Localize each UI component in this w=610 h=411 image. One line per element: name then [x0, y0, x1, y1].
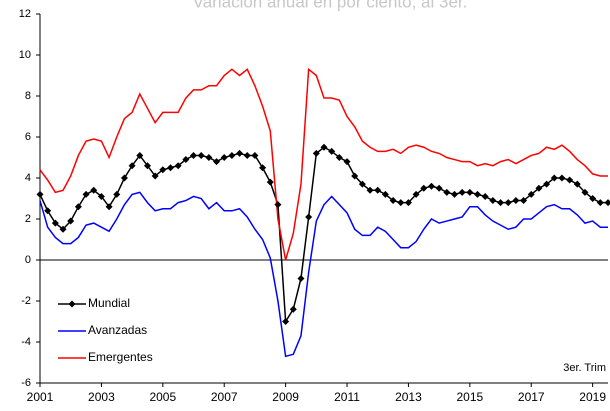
x-tick-label: 2017	[518, 390, 545, 404]
x-tick-label: 2019	[579, 390, 606, 404]
point-marker	[451, 191, 458, 198]
point-marker	[205, 154, 212, 161]
point-marker	[305, 213, 312, 220]
legend-label: Mundial	[88, 296, 130, 310]
point-marker	[466, 189, 473, 196]
x-tick-label: 2011	[334, 390, 360, 404]
point-marker	[436, 185, 443, 192]
y-tick-label: -6	[21, 377, 31, 389]
point-marker	[121, 175, 128, 182]
point-marker	[374, 187, 381, 194]
x-tick-label: 2007	[211, 390, 238, 404]
y-tick-label: 10	[19, 49, 31, 61]
x-tick-label: 2001	[27, 390, 54, 404]
y-tick-label: 2	[25, 213, 31, 225]
y-tick-label: 4	[25, 172, 31, 184]
point-marker	[428, 183, 435, 190]
y-tick-label: -2	[21, 295, 31, 307]
point-marker	[37, 191, 44, 198]
point-marker	[236, 150, 243, 157]
point-marker	[251, 152, 258, 159]
point-marker	[213, 158, 220, 165]
point-marker	[221, 154, 228, 161]
point-marker	[259, 164, 266, 171]
point-marker	[83, 191, 90, 198]
y-tick-label: 6	[25, 131, 31, 143]
y-tick-label: -4	[21, 336, 31, 348]
point-marker	[244, 152, 251, 159]
point-marker	[558, 175, 565, 182]
point-marker	[397, 199, 404, 206]
point-marker	[597, 199, 604, 206]
point-marker	[344, 158, 351, 165]
chart-title: Variación anual en por ciento, al 3er.	[193, 0, 468, 11]
point-marker	[489, 197, 496, 204]
legend-label: Avanzadas	[88, 323, 147, 337]
series-line	[40, 69, 608, 260]
point-marker	[274, 201, 281, 208]
point-marker	[198, 152, 205, 159]
point-marker	[190, 152, 197, 159]
annotation: 3er. Trim	[563, 362, 606, 374]
point-marker	[44, 207, 51, 214]
point-marker	[443, 189, 450, 196]
point-marker	[512, 197, 519, 204]
x-tick-label: 2013	[395, 390, 422, 404]
x-tick-label: 2003	[88, 390, 115, 404]
point-marker	[290, 306, 297, 313]
x-tick-label: 2005	[149, 390, 176, 404]
y-tick-label: 8	[25, 90, 31, 102]
point-marker	[482, 193, 489, 200]
point-marker	[297, 275, 304, 282]
y-tick-label: 12	[19, 8, 31, 20]
point-marker	[75, 203, 82, 210]
point-marker	[605, 199, 610, 206]
x-tick-label: 2009	[272, 390, 299, 404]
y-tick-label: 0	[25, 254, 31, 266]
point-marker	[497, 199, 504, 206]
point-marker	[459, 189, 466, 196]
x-tick-label: 2015	[456, 390, 483, 404]
point-marker	[167, 164, 174, 171]
point-marker	[113, 191, 120, 198]
point-marker	[267, 179, 274, 186]
point-marker	[474, 191, 481, 198]
point-marker	[505, 199, 512, 206]
point-marker	[566, 177, 573, 184]
legend-label: Emergentes	[88, 350, 153, 364]
point-marker	[282, 318, 289, 325]
legend-marker	[69, 301, 76, 308]
point-marker	[228, 152, 235, 159]
